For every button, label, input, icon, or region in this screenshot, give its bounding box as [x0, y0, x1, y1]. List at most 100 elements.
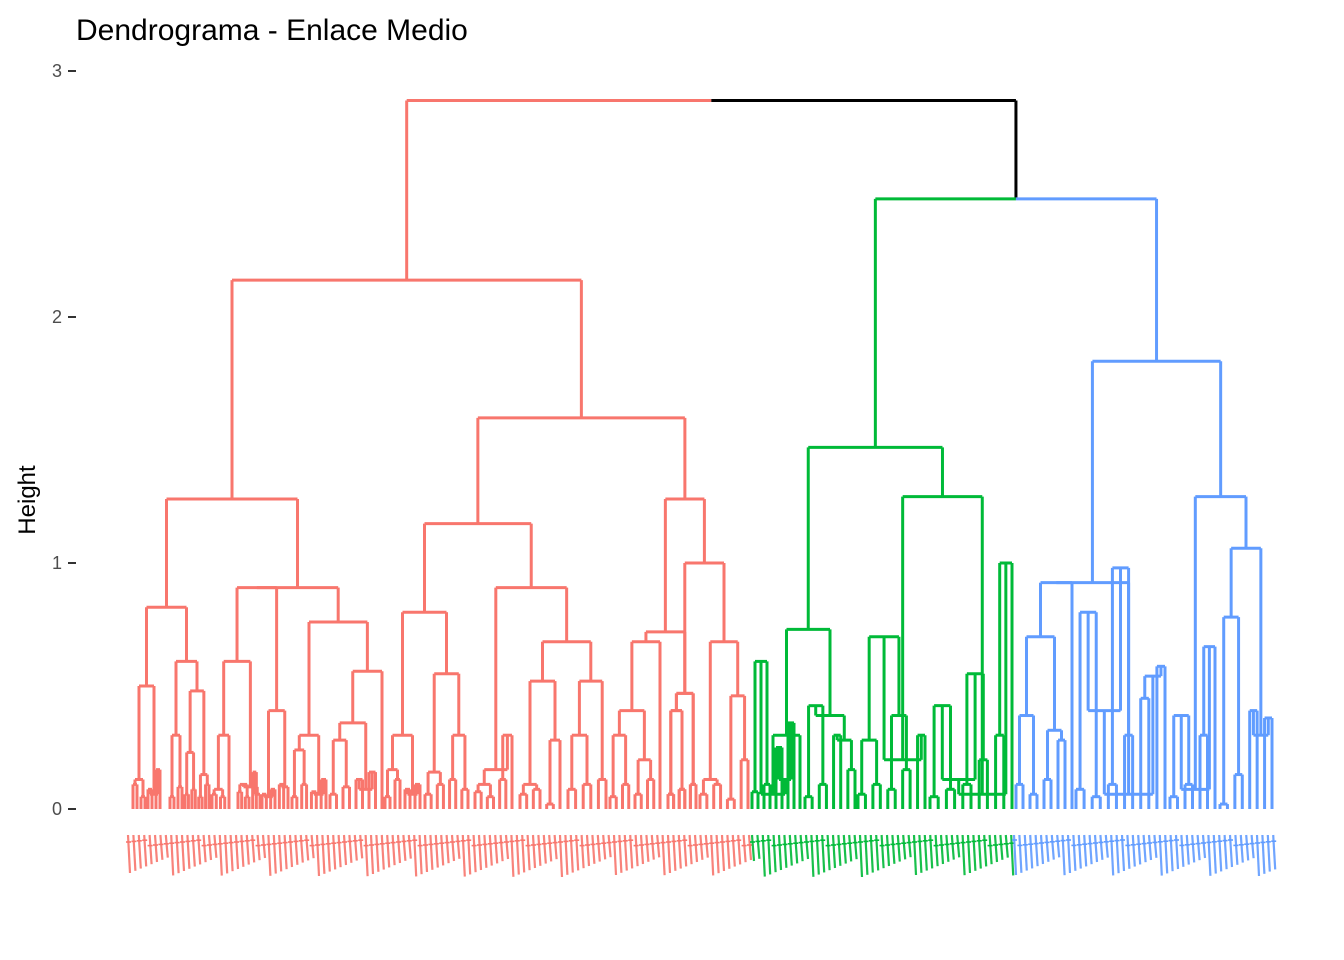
leaf-label-mark — [224, 834, 229, 874]
leaf-label-mark — [956, 834, 961, 858]
leaf-label-mark — [639, 834, 645, 865]
leaf-label-mark — [731, 834, 736, 867]
leaf-label-mark — [602, 834, 607, 860]
leaf-label-mark — [1045, 834, 1050, 862]
leaf-label-mark — [440, 834, 445, 866]
leaf-label-mark — [456, 834, 461, 859]
leaf-label-mark — [966, 834, 972, 874]
leaf-label-mark — [1272, 834, 1277, 870]
leaf-label-mark — [591, 834, 596, 864]
leaf-label-mark — [1104, 834, 1109, 858]
leaf-label-mark — [521, 834, 526, 873]
leaf-label-mark — [688, 834, 693, 865]
leaf-label-mark — [461, 834, 466, 877]
leaf-label-mark — [526, 834, 531, 871]
leaf-label-mark — [170, 834, 175, 876]
leaf-label-mark — [1066, 834, 1072, 874]
leaf-label-mark — [585, 834, 591, 867]
leaf-label-mark — [483, 834, 488, 868]
leaf-label-mark — [272, 834, 277, 874]
leaf-label-mark — [1212, 834, 1217, 874]
leaf-label-mark — [1234, 834, 1239, 865]
leaf-label-mark — [467, 834, 472, 875]
leaf-label-mark — [804, 834, 810, 860]
leaf-label-mark — [788, 834, 793, 866]
leaf-label-mark — [1245, 834, 1250, 861]
leaf-label-mark — [251, 834, 256, 863]
leaf-label-mark — [1137, 834, 1142, 865]
leaf-label-mark — [693, 834, 699, 863]
leaf-label-mark — [1088, 834, 1093, 865]
leaf-label-mark — [407, 834, 412, 859]
leaf-label-mark — [499, 834, 504, 862]
leaf-label-mark — [1261, 834, 1266, 874]
leaf-label-mark — [826, 834, 831, 871]
leaf-label-mark — [645, 834, 650, 862]
leaf-label-mark — [294, 834, 299, 865]
leaf-label-mark — [961, 834, 966, 876]
leaf-label-mark — [396, 834, 402, 864]
leaf-label-mark — [332, 834, 337, 870]
leaf-label-mark — [988, 834, 993, 865]
leaf-label-mark — [218, 834, 223, 876]
dendrogram-branches — [131, 99, 1274, 809]
leaf-label-mark — [434, 834, 439, 868]
chart-title: Dendrograma - Enlace Medio — [76, 14, 468, 47]
leaf-label-mark — [164, 834, 169, 858]
leaf-label-mark — [1083, 834, 1088, 867]
leaf-label-mark — [1185, 834, 1190, 865]
leaf-label-mark — [837, 834, 842, 866]
leaf-label-mark — [267, 834, 272, 876]
leaf-label-mark — [159, 834, 164, 860]
leaf-label-mark — [1126, 834, 1131, 869]
leaf-label-mark — [321, 834, 326, 874]
leaf-label-mark — [699, 834, 704, 860]
leaf-label-mark — [761, 834, 766, 877]
leaf-label-mark — [310, 834, 315, 859]
leaf-label-mark — [715, 834, 720, 874]
y-axis-label: Height — [14, 465, 41, 535]
leaf-label-mark — [391, 834, 396, 866]
leaf-label-mark — [202, 834, 207, 863]
y-tick-label: 3 — [52, 61, 62, 81]
leaf-label-mark — [132, 834, 137, 871]
leaf-label-mark — [1039, 834, 1045, 865]
leaf-label-mark — [842, 834, 847, 864]
leaf-label-mark — [380, 834, 385, 870]
leaf-label-mark — [1077, 834, 1082, 869]
leaf-label-mark — [148, 834, 153, 865]
y-tick-label: 1 — [52, 553, 62, 573]
leaf-label-mark — [245, 834, 250, 865]
leaf-label-mark — [902, 834, 907, 860]
leaf-label-mark — [1093, 834, 1099, 863]
leaf-label-mark — [831, 834, 837, 869]
leaf-label-mark — [477, 834, 483, 871]
leaf-label-mark — [126, 834, 132, 874]
leaf-label-mark — [742, 834, 747, 863]
y-tick-label: 0 — [52, 799, 62, 819]
leaf-label-mark — [896, 834, 901, 862]
leaf-label-mark — [472, 834, 477, 873]
leaf-label-mark — [1153, 834, 1158, 858]
leaf-label-mark — [1072, 834, 1077, 871]
leaf-label-mark — [369, 834, 375, 875]
leaf-label-mark — [299, 834, 304, 863]
leaf-label-mark — [542, 834, 547, 864]
leaf-label-mark — [672, 834, 677, 871]
leaf-label-mark — [548, 834, 553, 862]
leaf-label-mark — [191, 834, 196, 867]
leaf-label-mark — [950, 834, 955, 860]
leaf-label-mark — [848, 834, 853, 862]
leaf-label-mark — [450, 834, 456, 862]
leaf-label-mark — [1061, 834, 1066, 876]
leaf-label-mark — [912, 834, 918, 876]
leaf-label-mark — [445, 834, 450, 864]
leaf-label-mark — [1239, 834, 1244, 863]
leaf-label-mark — [1029, 834, 1034, 869]
leaf-label-mark — [821, 834, 826, 873]
leaf-label-mark — [353, 834, 358, 861]
leaf-label-mark — [726, 834, 731, 869]
leaf-label-mark — [348, 834, 353, 863]
leaf-label-mark — [1201, 834, 1207, 859]
